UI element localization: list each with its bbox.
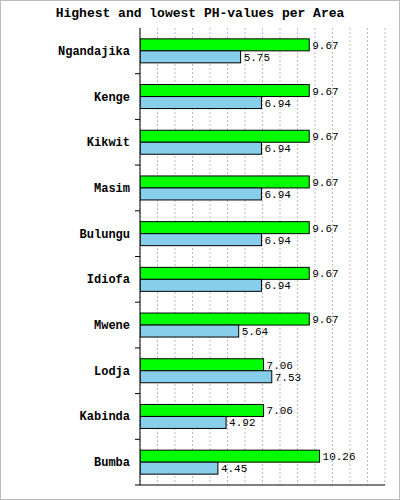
- chart: Highest and lowest PH-values per Area Nga…: [0, 0, 400, 500]
- axis-tick: [135, 73, 140, 74]
- bar: [140, 39, 309, 51]
- axis-tick: [135, 347, 140, 348]
- data-label: 7.53: [275, 372, 301, 384]
- axis-tick: [135, 302, 140, 303]
- category-label: Idiofa: [87, 273, 130, 287]
- data-label: 6.94: [264, 235, 291, 247]
- grid-line: [140, 28, 141, 485]
- category-label: Ngandajika: [58, 45, 130, 59]
- data-label: 10.26: [323, 451, 356, 463]
- title: Highest and lowest PH-values per Area: [56, 6, 345, 21]
- bar: [140, 267, 309, 279]
- bar: [140, 222, 309, 234]
- bar: [140, 85, 309, 97]
- data-label: 5.64: [242, 326, 269, 338]
- bar: [140, 51, 241, 63]
- data-label: 6.94: [264, 189, 291, 201]
- bar: [140, 371, 272, 383]
- axis-tick: [135, 485, 140, 486]
- bar: [140, 234, 261, 246]
- data-label: 6.94: [264, 280, 291, 292]
- axis-tick: [135, 210, 140, 211]
- bar: [140, 416, 226, 428]
- bars: [140, 39, 320, 474]
- bar: [140, 279, 261, 291]
- data-label: 9.67: [312, 223, 338, 235]
- bar: [140, 142, 261, 154]
- data-label: 9.67: [312, 40, 338, 52]
- bar: [140, 359, 264, 371]
- bar: [140, 188, 261, 200]
- bar: [140, 462, 218, 474]
- grid-line: [385, 28, 386, 485]
- labels: Ngandajika 9.67 5.75 Kenge 9.67 6.94 Kikwit 9.6…: [58, 40, 356, 475]
- bar: [140, 313, 309, 325]
- category-label: Mwene: [94, 319, 130, 333]
- data-label: 9.67: [312, 268, 338, 280]
- y-axis: [140, 28, 141, 485]
- x-axis: [140, 485, 385, 486]
- bar: [140, 176, 309, 188]
- data-label: 9.67: [312, 86, 338, 98]
- bar: [140, 325, 239, 337]
- data-label: 7.06: [267, 405, 293, 417]
- axis-tick: [135, 439, 140, 440]
- axis-tick: [135, 393, 140, 394]
- bar: [140, 130, 309, 142]
- data-label: 9.67: [312, 314, 338, 326]
- data-label: 6.94: [264, 98, 291, 110]
- category-label: Kikwit: [87, 136, 130, 150]
- axis-tick: [135, 256, 140, 257]
- data-label: 9.67: [312, 131, 338, 143]
- data-label: 4.45: [221, 463, 247, 475]
- category-label: Masim: [94, 182, 130, 196]
- axis-tick: [135, 165, 140, 166]
- grid-line: [367, 28, 368, 485]
- category-label: Kenge: [94, 91, 130, 105]
- data-label: 7.06: [267, 360, 293, 372]
- grid-line: [350, 28, 351, 485]
- category-label: Kabinda: [80, 410, 130, 424]
- bar: [140, 404, 264, 416]
- axis-tick: [135, 119, 140, 120]
- category-label: Bulungu: [80, 228, 130, 242]
- bar: [140, 450, 320, 462]
- data-label: 6.94: [264, 143, 291, 155]
- data-label: 5.75: [244, 52, 270, 64]
- background: [1, 1, 400, 500]
- data-label: 9.67: [312, 177, 338, 189]
- category-label: Bumba: [94, 456, 130, 470]
- category-label: Lodja: [94, 365, 130, 379]
- bar: [140, 97, 261, 109]
- data-label: 4.92: [229, 417, 255, 429]
